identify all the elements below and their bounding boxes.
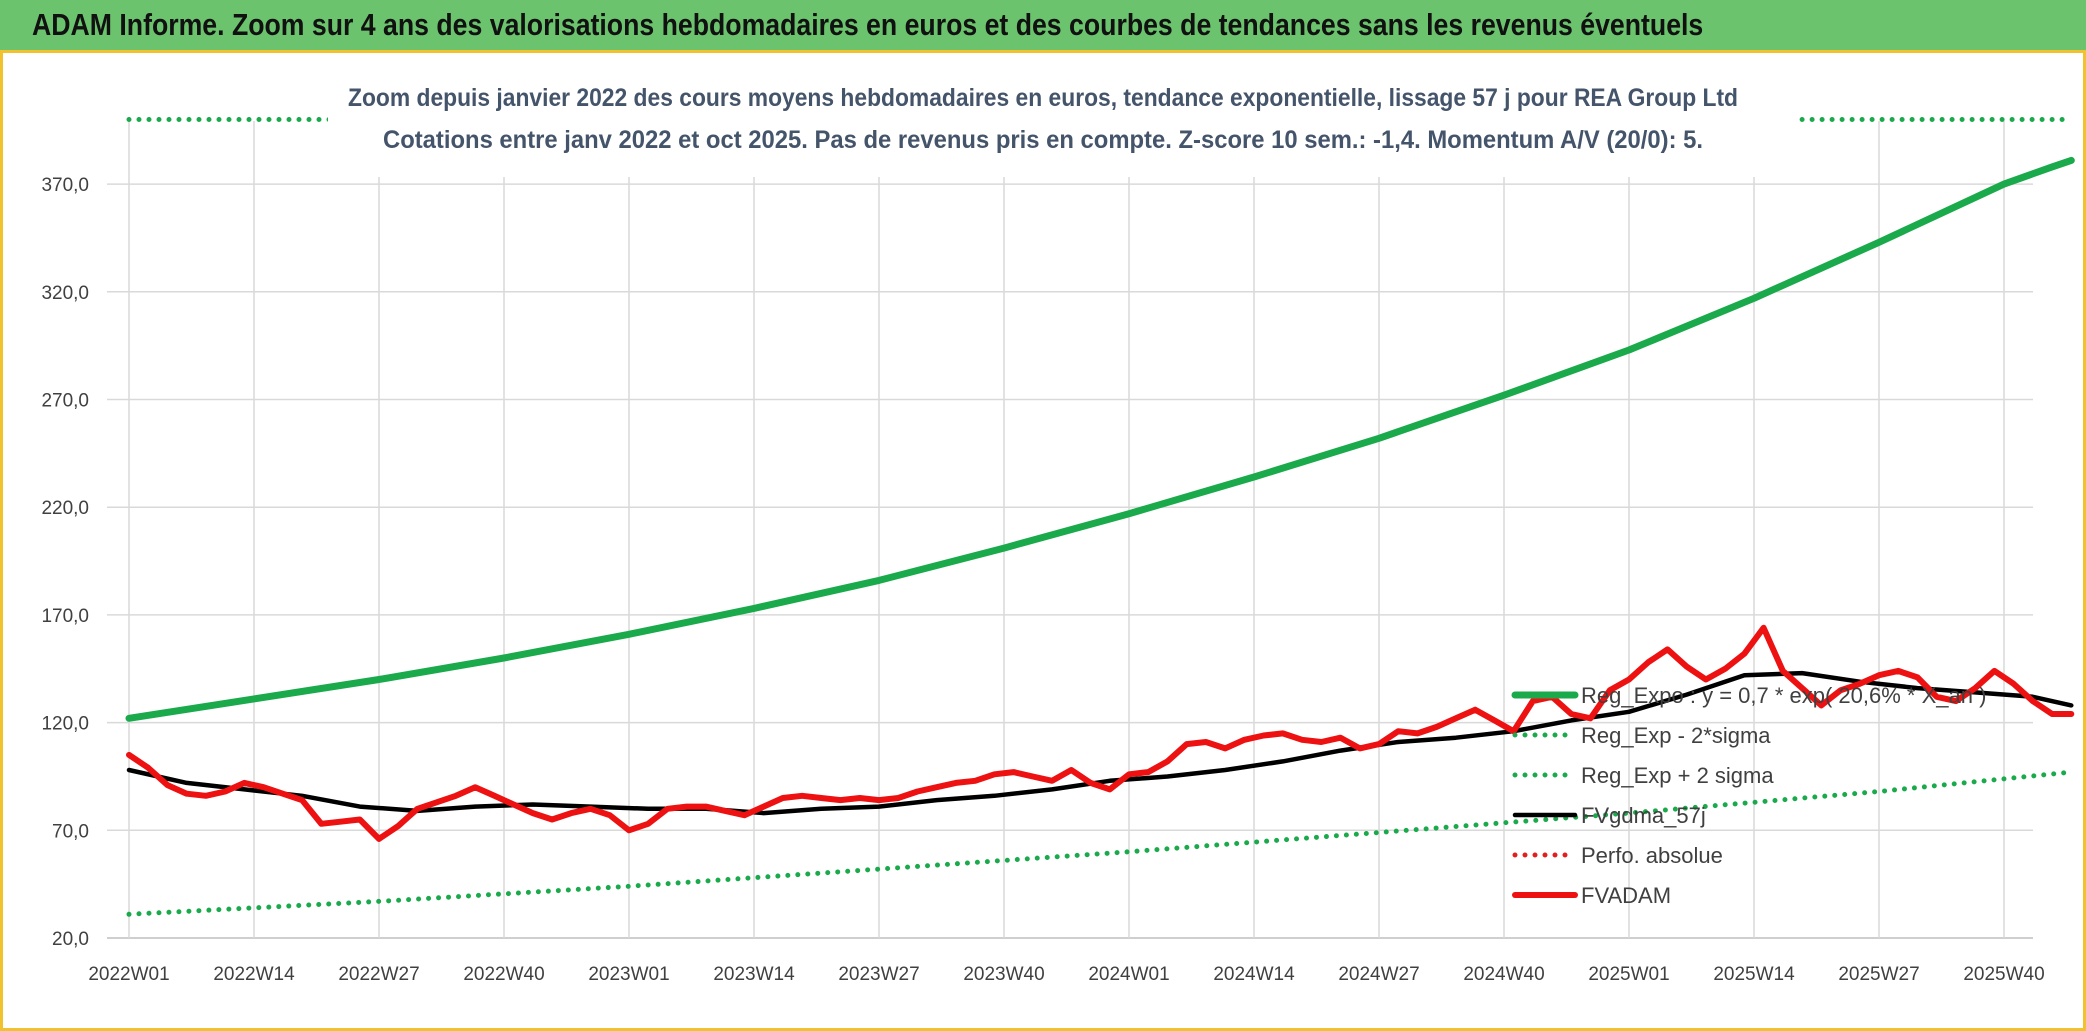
subtitle-background	[328, 81, 1758, 177]
series-line-reg-expo	[125, 156, 2075, 722]
x-tick-label: 2025W40	[1963, 964, 2044, 985]
y-tick-label: 270,0	[41, 391, 89, 412]
report-title: ADAM Informe. Zoom sur 4 ans des valoris…	[32, 7, 1704, 42]
legend-label: Reg_Exp + 2 sigma	[1581, 763, 1774, 788]
x-tick-label: 2024W14	[1213, 964, 1295, 985]
legend: Reg_Expo : y = 0,7 * exp( 20,6% * X_an )…	[1511, 683, 1986, 908]
legend-label: FVADAM	[1581, 883, 1671, 908]
series-line-fvgdma-57j	[126, 670, 2074, 816]
y-axis-ticks: 20,0 70,0 120,0 170,0 220,0 270,0 320,0 370,0	[41, 175, 89, 950]
x-tick-label: 2025W27	[1838, 964, 1919, 985]
x-tick-label: 2025W14	[1713, 964, 1795, 985]
legend-label: Reg_Expo : y = 0,7 * exp( 20,6% * X_an )	[1581, 683, 1986, 708]
y-tick-label: 220,0	[41, 498, 89, 519]
series-layer	[125, 117, 2075, 917]
y-tick-label: 20,0	[52, 929, 89, 950]
report-header: ADAM Informe. Zoom sur 4 ans des valoris…	[0, 0, 2086, 53]
y-tick-label: 370,0	[41, 175, 89, 196]
y-tick-label: 320,0	[41, 283, 89, 304]
x-tick-label: 2022W40	[463, 964, 544, 985]
x-tick-label: 2024W01	[1088, 964, 1169, 985]
y-tick-label: 70,0	[52, 821, 89, 842]
chart-title: Zoom depuis janvier 2022 des cours moyen…	[348, 84, 1738, 112]
legend-label: Reg_Exp - 2*sigma	[1581, 723, 1771, 748]
x-tick-label: 2023W27	[838, 964, 919, 985]
y-tick-label: 170,0	[41, 606, 89, 627]
series-line-fvadam	[126, 624, 2075, 842]
chart-subtitle: Cotations entre janv 2022 et oct 2025. P…	[383, 126, 1703, 154]
y-tick-label: 120,0	[41, 714, 89, 735]
x-tick-label: 2025W01	[1588, 964, 1669, 985]
legend-label: Perfo. absolue	[1581, 843, 1723, 868]
x-tick-label: 2024W27	[1338, 964, 1419, 985]
x-axis-ticks: 2022W01 2022W14 2022W27 2022W40 2023W01 2023W…	[88, 964, 2044, 985]
series-line-reg-exp	[126, 769, 2074, 917]
x-tick-label: 2023W01	[588, 964, 669, 985]
x-tick-label: 2023W40	[963, 964, 1044, 985]
x-tick-label: 2022W01	[88, 964, 169, 985]
x-tick-label: 2023W14	[713, 964, 795, 985]
x-tick-label: 2024W40	[1463, 964, 1544, 985]
legend-label: FVgdma_57j	[1581, 803, 1706, 828]
line-chart: Zoom depuis janvier 2022 des cours moyen…	[41, 81, 2075, 985]
x-tick-label: 2022W27	[338, 964, 419, 985]
x-tick-label: 2022W14	[213, 964, 295, 985]
chart-frame: Zoom depuis janvier 2022 des cours moyen…	[0, 53, 2086, 1031]
